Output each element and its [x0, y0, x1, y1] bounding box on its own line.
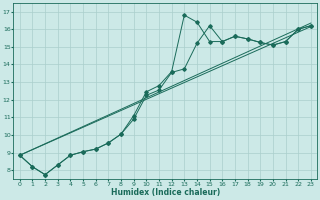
- X-axis label: Humidex (Indice chaleur): Humidex (Indice chaleur): [111, 188, 220, 197]
